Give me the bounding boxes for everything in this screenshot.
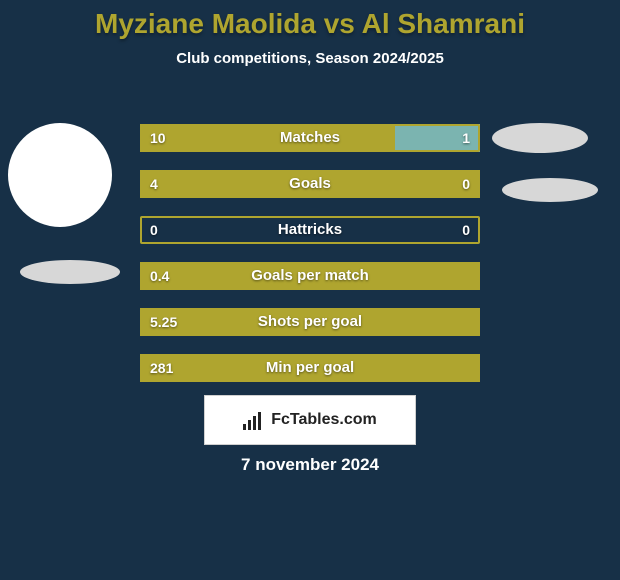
stat-value-left: 10 <box>150 124 166 152</box>
fctables-logo: FcTables.com <box>204 395 416 445</box>
stat-value-left: 281 <box>150 354 173 382</box>
stat-value-right: 0 <box>462 216 470 244</box>
stat-value-left: 0.4 <box>150 262 169 290</box>
stat-value-right: 1 <box>462 124 470 152</box>
logo-text: FcTables.com <box>271 411 377 429</box>
page-title: Myziane Maolida vs Al Shamrani <box>0 0 620 40</box>
stat-value-left: 5.25 <box>150 308 177 336</box>
stat-row: Min per goal281 <box>140 354 480 382</box>
stat-label: Hattricks <box>140 216 480 244</box>
stat-row: Shots per goal5.25 <box>140 308 480 336</box>
logo-icon <box>243 410 263 430</box>
player-right-shadow <box>502 178 598 202</box>
stat-row: Hattricks0 0 <box>140 216 480 244</box>
stat-label: Goals <box>140 170 480 198</box>
stat-row: Goals per match0.4 <box>140 262 480 290</box>
stat-label: Goals per match <box>140 262 480 290</box>
subtitle: Club competitions, Season 2024/2025 <box>0 50 620 67</box>
stat-row: Matches10 1 <box>140 124 480 152</box>
player-right-avatar <box>492 123 588 153</box>
stat-label: Shots per goal <box>140 308 480 336</box>
stat-value-left: 0 <box>150 216 158 244</box>
date-text: 7 november 2024 <box>0 455 620 475</box>
stat-value-right: 0 <box>462 170 470 198</box>
stat-label: Matches <box>140 124 480 152</box>
stat-label: Min per goal <box>140 354 480 382</box>
player-left-shadow <box>20 260 120 284</box>
player-left-avatar <box>8 123 112 227</box>
stat-value-left: 4 <box>150 170 158 198</box>
stat-row: Goals4 0 <box>140 170 480 198</box>
comparison-infographic: Myziane Maolida vs Al Shamrani Club comp… <box>0 0 620 580</box>
